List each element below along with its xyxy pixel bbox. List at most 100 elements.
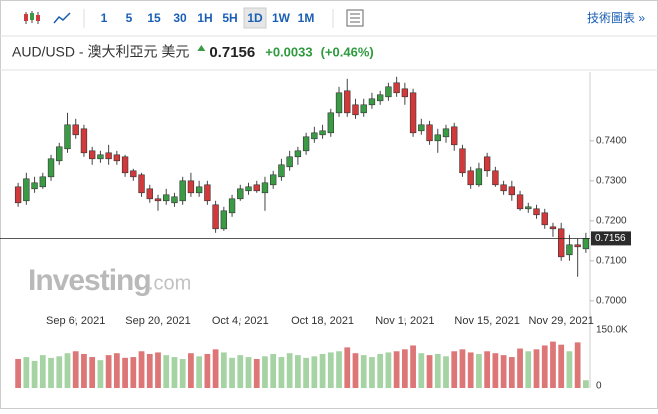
volume-bar	[138, 351, 145, 388]
interval-button[interactable]: 1H	[197, 11, 212, 25]
volume-bar	[434, 353, 441, 388]
volume-bar	[476, 353, 482, 388]
volume-bar	[377, 353, 384, 388]
candle-body	[401, 88, 409, 98]
volume-bar	[237, 355, 244, 388]
table-icon[interactable]	[346, 9, 364, 27]
candle-body	[220, 210, 228, 230]
interval-button[interactable]: 30	[173, 11, 187, 25]
candle-body	[31, 182, 38, 190]
volume-bar	[15, 359, 21, 388]
volume-bar	[171, 357, 178, 388]
candle-body	[558, 228, 565, 258]
candle-body	[376, 94, 384, 102]
candle-body	[311, 132, 318, 140]
volume-bar	[97, 360, 104, 388]
interval-button[interactable]: 1M	[298, 11, 315, 25]
candle-body	[451, 126, 458, 146]
candle-body	[467, 170, 474, 186]
candle-body	[582, 238, 590, 250]
interval-button[interactable]: 1W	[272, 11, 291, 25]
volume-bar	[48, 357, 54, 388]
candle-body	[385, 86, 392, 98]
volume-bar	[105, 355, 112, 388]
candle-body	[500, 184, 507, 192]
symbol: AUD/USD - 澳大利亞元 美元	[12, 44, 189, 60]
volume-bar	[336, 351, 342, 388]
volume-bar	[113, 353, 120, 388]
candle-body	[286, 156, 293, 168]
y-tick-label: 0.7300	[596, 175, 627, 186]
x-tick-label: Sep 6, 2021	[46, 315, 105, 327]
candle-body	[253, 184, 260, 192]
volume-bar	[500, 355, 507, 388]
x-tick-label: Nov 29, 2021	[528, 315, 593, 327]
volume-bar	[525, 351, 532, 388]
candle-body	[352, 104, 359, 116]
x-tick-label: Oct 18, 2021	[291, 315, 354, 327]
interval-button[interactable]: 15	[147, 11, 161, 25]
interval-button[interactable]: 1	[101, 11, 108, 25]
candle-body	[278, 164, 285, 178]
volume-bar	[220, 352, 227, 388]
candle-body	[492, 170, 499, 186]
volume-bar	[229, 357, 235, 388]
candle-body	[442, 128, 450, 138]
volume-bar	[286, 353, 293, 388]
volume-bar	[550, 341, 556, 388]
candle-body	[294, 150, 302, 158]
volume-bar	[155, 352, 161, 388]
x-tick-label: Oct 4, 2021	[212, 315, 269, 327]
volume-bar	[81, 353, 87, 388]
candle-body	[171, 196, 178, 204]
volume-bar	[72, 351, 79, 388]
volume-bar	[179, 359, 186, 388]
interval-button[interactable]: 1D	[247, 11, 263, 25]
volume-bar	[245, 357, 252, 388]
volume-bar	[196, 356, 203, 388]
candle-body	[64, 124, 71, 150]
volume-bar	[352, 353, 359, 388]
active-interval	[243, 7, 267, 29]
interval-button[interactable]: 5	[126, 11, 133, 25]
volume-bar	[443, 356, 449, 388]
candle-body	[549, 226, 557, 230]
candle-body	[335, 92, 343, 114]
candle-body	[47, 158, 55, 178]
candle-body	[154, 198, 162, 202]
candle-icon[interactable]	[24, 11, 40, 24]
candle-body	[72, 124, 79, 136]
volume-bar	[204, 353, 211, 388]
candle-body	[204, 184, 211, 202]
volume-bar	[262, 356, 268, 388]
volume-bar	[558, 344, 565, 388]
candle-body	[121, 156, 129, 174]
candle-body	[138, 174, 145, 194]
candle-body	[113, 154, 121, 162]
interval-button[interactable]: 5H	[222, 11, 237, 25]
volume-bar	[327, 352, 334, 388]
candle-body	[212, 204, 219, 230]
volume-bar	[212, 349, 219, 388]
volume-bar	[508, 357, 515, 388]
volume-bar	[517, 348, 523, 388]
volume-bar	[130, 357, 137, 388]
x-tick-label: Nov 1, 2021	[375, 315, 434, 327]
candle-body	[525, 206, 532, 210]
volume-bar	[541, 345, 548, 388]
volume-bar	[303, 357, 309, 388]
technical-chart-link[interactable]: 技術圖表 »	[587, 11, 645, 25]
quote: 0.7156 +0.0033 (+0.46%)	[197, 44, 374, 61]
candle-body	[97, 154, 104, 160]
y-tick-label: 0.7400	[596, 135, 627, 146]
candle-body	[237, 188, 244, 200]
line-icon[interactable]	[53, 12, 71, 24]
volume-bar	[270, 353, 277, 388]
candle-body	[319, 130, 326, 136]
candle-body	[360, 104, 367, 114]
candle-body	[80, 128, 88, 154]
volume-bar	[319, 353, 326, 388]
candle-body	[195, 186, 203, 194]
volume-bar	[410, 345, 416, 388]
